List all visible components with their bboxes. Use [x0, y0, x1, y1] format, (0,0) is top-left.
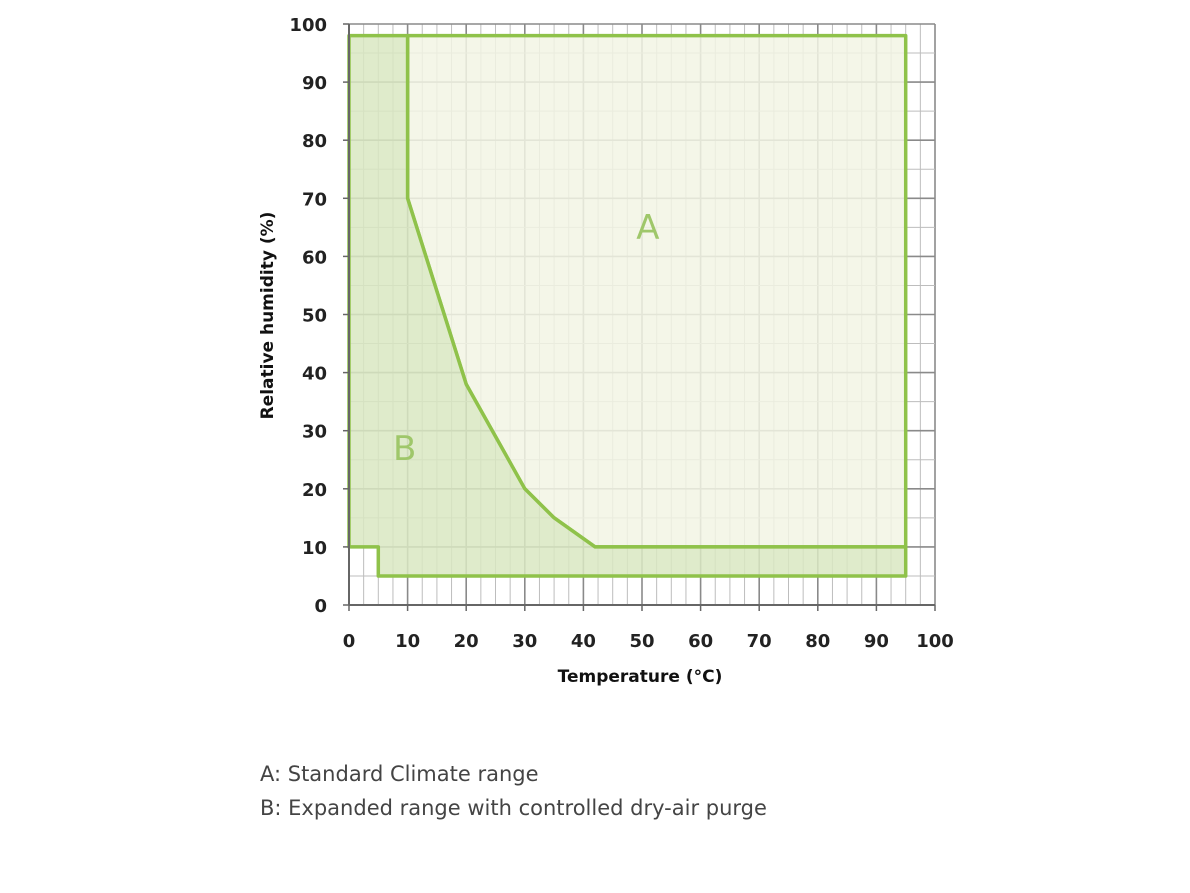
x-tick-label: 70	[747, 631, 772, 652]
y-tick-label: 100	[289, 15, 327, 36]
x-tick-label: 40	[571, 631, 596, 652]
y-tick-label: 0	[314, 596, 327, 617]
y-tick-label: 90	[302, 73, 327, 94]
y-tick-label: 40	[302, 364, 327, 385]
x-tick-label: 20	[454, 631, 479, 652]
y-tick-label: 70	[302, 189, 327, 210]
y-tick-label: 30	[302, 422, 327, 443]
regions	[347, 33, 908, 578]
x-tick-label: 10	[395, 631, 420, 652]
y-tick-label: 80	[302, 131, 327, 152]
x-tick-label: 80	[805, 631, 830, 652]
x-tick-label: 30	[512, 631, 537, 652]
x-tick-label: 0	[343, 631, 356, 652]
x-tick-label: 100	[916, 631, 954, 652]
y-tick-label: 20	[302, 480, 327, 501]
x-tick-label: 50	[629, 631, 654, 652]
x-axis-label: Temperature (°C)	[558, 667, 723, 687]
x-tick-label: 60	[688, 631, 713, 652]
tick-labels: 0 10 20 30 40 50 60 70 80 90 100 0 10 20 30 40 50 60 70 80 9…	[289, 15, 953, 652]
x-tick-label: 90	[864, 631, 889, 652]
region-a-label: A	[636, 208, 659, 248]
region-b-label: B	[393, 429, 416, 469]
y-axis-label: Relative humidity (%)	[258, 212, 278, 420]
y-tick-label: 50	[302, 306, 327, 327]
y-tick-label: 10	[302, 538, 327, 559]
legend-item-b: B: Expanded range with controlled dry-ai…	[260, 796, 767, 820]
legend-item-a: A: Standard Climate range	[260, 762, 539, 786]
y-tick-label: 60	[302, 247, 327, 268]
region-b-area	[347, 33, 908, 578]
